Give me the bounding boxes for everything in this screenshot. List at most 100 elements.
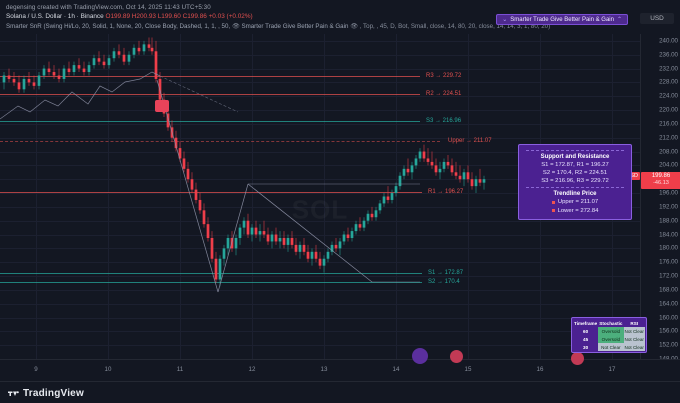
price-tick: 228.00	[659, 78, 678, 86]
panel-divider-top	[526, 150, 624, 152]
tradingview-logo-icon	[8, 390, 19, 396]
cell-timeframe: 60	[583, 328, 589, 334]
grid-hline	[0, 82, 640, 84]
time-tick: 16	[536, 366, 544, 373]
grid-hline	[0, 303, 640, 305]
support-resistance-info-panel: Support and Resistance S1 = 172.87, R1 =…	[518, 144, 632, 220]
price-tick: 204.00	[659, 161, 678, 169]
price-tick: 232.00	[659, 65, 678, 73]
pill-label: Smarter Trade Give Better Pain & Gain	[510, 16, 614, 23]
price-tick: 176.00	[659, 258, 678, 266]
indicator-smarter-snr[interactable]: Smarter SnR (Swing Hi/Lo, 20, Solid, 1, …	[6, 23, 231, 30]
grid-vline	[108, 34, 109, 359]
time-axis[interactable]: 9 10 11 12 13 14 15 16 17	[0, 359, 680, 382]
grid-hline	[0, 137, 640, 139]
currency-badge[interactable]: USD	[640, 13, 674, 24]
sr-row-3: S3 = 216.96, R3 = 229.72	[541, 178, 609, 184]
time-tick: 9	[34, 366, 38, 373]
cell-timeframe: 30	[583, 344, 589, 350]
trendline-upper-label: Upper = 211.07	[557, 199, 599, 205]
grid-hline	[0, 331, 640, 333]
chart-header: degensing created with TradingView.com, …	[0, 0, 680, 34]
ohlc-close: C199.86	[182, 13, 207, 20]
price-tick: 216.00	[659, 120, 678, 128]
grid-hline	[0, 96, 640, 98]
symbol-ohlc-line[interactable]: Solana / U.S. Dollar · 1h · Binance O199…	[6, 13, 253, 20]
price-tick: 220.00	[659, 106, 678, 114]
price-tick: 172.00	[659, 272, 678, 280]
eye-icon[interactable]: 👁	[231, 23, 240, 30]
sticker-emoji-2	[450, 350, 463, 363]
trendline-lower-row: Lower = 272.84	[521, 207, 629, 216]
pill-right-icon: ⌃	[616, 17, 622, 23]
grid-hline	[0, 54, 640, 56]
credit-text: degensing created with TradingView.com, …	[6, 4, 211, 11]
grid-hline	[0, 123, 640, 125]
cell-stochastic: Oversold	[598, 335, 624, 343]
price-tick: 156.00	[659, 327, 678, 335]
level-label-s2: S2 → 170.4	[428, 278, 460, 285]
ohlc-change: +0.03 (+0.02%)	[208, 13, 253, 20]
level-line-upper	[0, 140, 440, 142]
col-rsi: RSI	[630, 320, 639, 326]
ohlc-high: H200.93	[131, 13, 156, 20]
grid-hline	[0, 289, 640, 291]
grid-hline	[0, 110, 640, 112]
cell-rsi: Not Clear	[623, 327, 645, 335]
footer-brand: TradingView	[23, 387, 84, 399]
time-tick: 14	[392, 366, 400, 373]
sticker-emoji-1	[412, 348, 428, 364]
time-tick: 15	[464, 366, 472, 373]
indicator-smarter-trade[interactable]: Smarter Trade Give Better Pain & Gain	[241, 23, 349, 30]
table-row: 45 Oversold Not Clear	[573, 335, 645, 343]
col-timeframe: Timeframe	[574, 320, 598, 326]
last-price-currency-tag: USD	[624, 171, 640, 180]
last-price-tag: 199.86 -46.13	[641, 171, 680, 189]
table-header-row: Timeframe Stochastic RSI	[573, 319, 645, 327]
cell-stochastic: Oversold	[598, 327, 624, 335]
symbol-label[interactable]: Solana / U.S. Dollar · 1h · Binance	[6, 13, 104, 20]
price-tick: 212.00	[659, 134, 678, 142]
table-row: 30 Not Clear Not Clear	[573, 343, 645, 351]
trendline-upper-row: Upper = 211.07	[521, 198, 629, 207]
footer-bar: TradingView	[0, 381, 680, 403]
price-tick: 192.00	[659, 203, 678, 211]
time-tick: 10	[104, 366, 112, 373]
eye-icon-2[interactable]: 👁	[350, 23, 358, 30]
level-label-r2: R2 → 224.51	[426, 91, 462, 98]
price-tick: 168.00	[659, 286, 678, 294]
grid-vline	[468, 34, 469, 359]
ohlc-open: O199.89	[105, 13, 130, 20]
grid-hline	[0, 345, 640, 347]
price-tick: 180.00	[659, 244, 678, 252]
price-tick: 196.00	[659, 189, 678, 197]
grid-hline	[0, 317, 640, 319]
grid-vline	[36, 34, 37, 359]
upper-color-swatch	[551, 200, 555, 204]
price-tick: 188.00	[659, 217, 678, 225]
price-tick: 236.00	[659, 51, 678, 59]
lower-color-swatch	[551, 209, 555, 213]
legend-pill-smarter-trade[interactable]: ⌄ Smarter Trade Give Better Pain & Gain …	[496, 14, 628, 25]
table-row: 60 Oversold Not Clear	[573, 327, 645, 335]
grid-vline	[396, 34, 397, 359]
time-tick: 12	[248, 366, 256, 373]
cell-timeframe: 45	[583, 336, 589, 342]
pill-left-icon: ⌄	[502, 17, 508, 23]
level-label-s3: S3 → 216.96	[426, 117, 462, 124]
sticker-marker-entry	[155, 100, 169, 112]
cell-rsi: Not Clear	[623, 343, 645, 351]
price-axis[interactable]: 240.00 236.00 232.00 228.00 224.00 220.00 216.…	[640, 34, 680, 363]
time-tick: 17	[608, 366, 616, 373]
price-tick: 240.00	[659, 37, 678, 45]
sr-row-1: S1 = 172.87, R1 = 196.27	[541, 162, 609, 168]
panel-title-trendline: Trendline Price	[553, 191, 597, 197]
level-label-s1: S1 → 172.87	[428, 270, 464, 276]
price-tick: 184.00	[659, 231, 678, 239]
price-tick: 208.00	[659, 148, 678, 156]
indicator-legend-line[interactable]: Smarter SnR (Swing Hi/Lo, 20, Solid, 1, …	[6, 22, 550, 30]
level-label-r3: R3 → 229.72	[426, 73, 462, 80]
indicator-status-table: Timeframe Stochastic RSI 60 Oversold Not C…	[571, 317, 647, 353]
grid-hline	[0, 68, 640, 70]
